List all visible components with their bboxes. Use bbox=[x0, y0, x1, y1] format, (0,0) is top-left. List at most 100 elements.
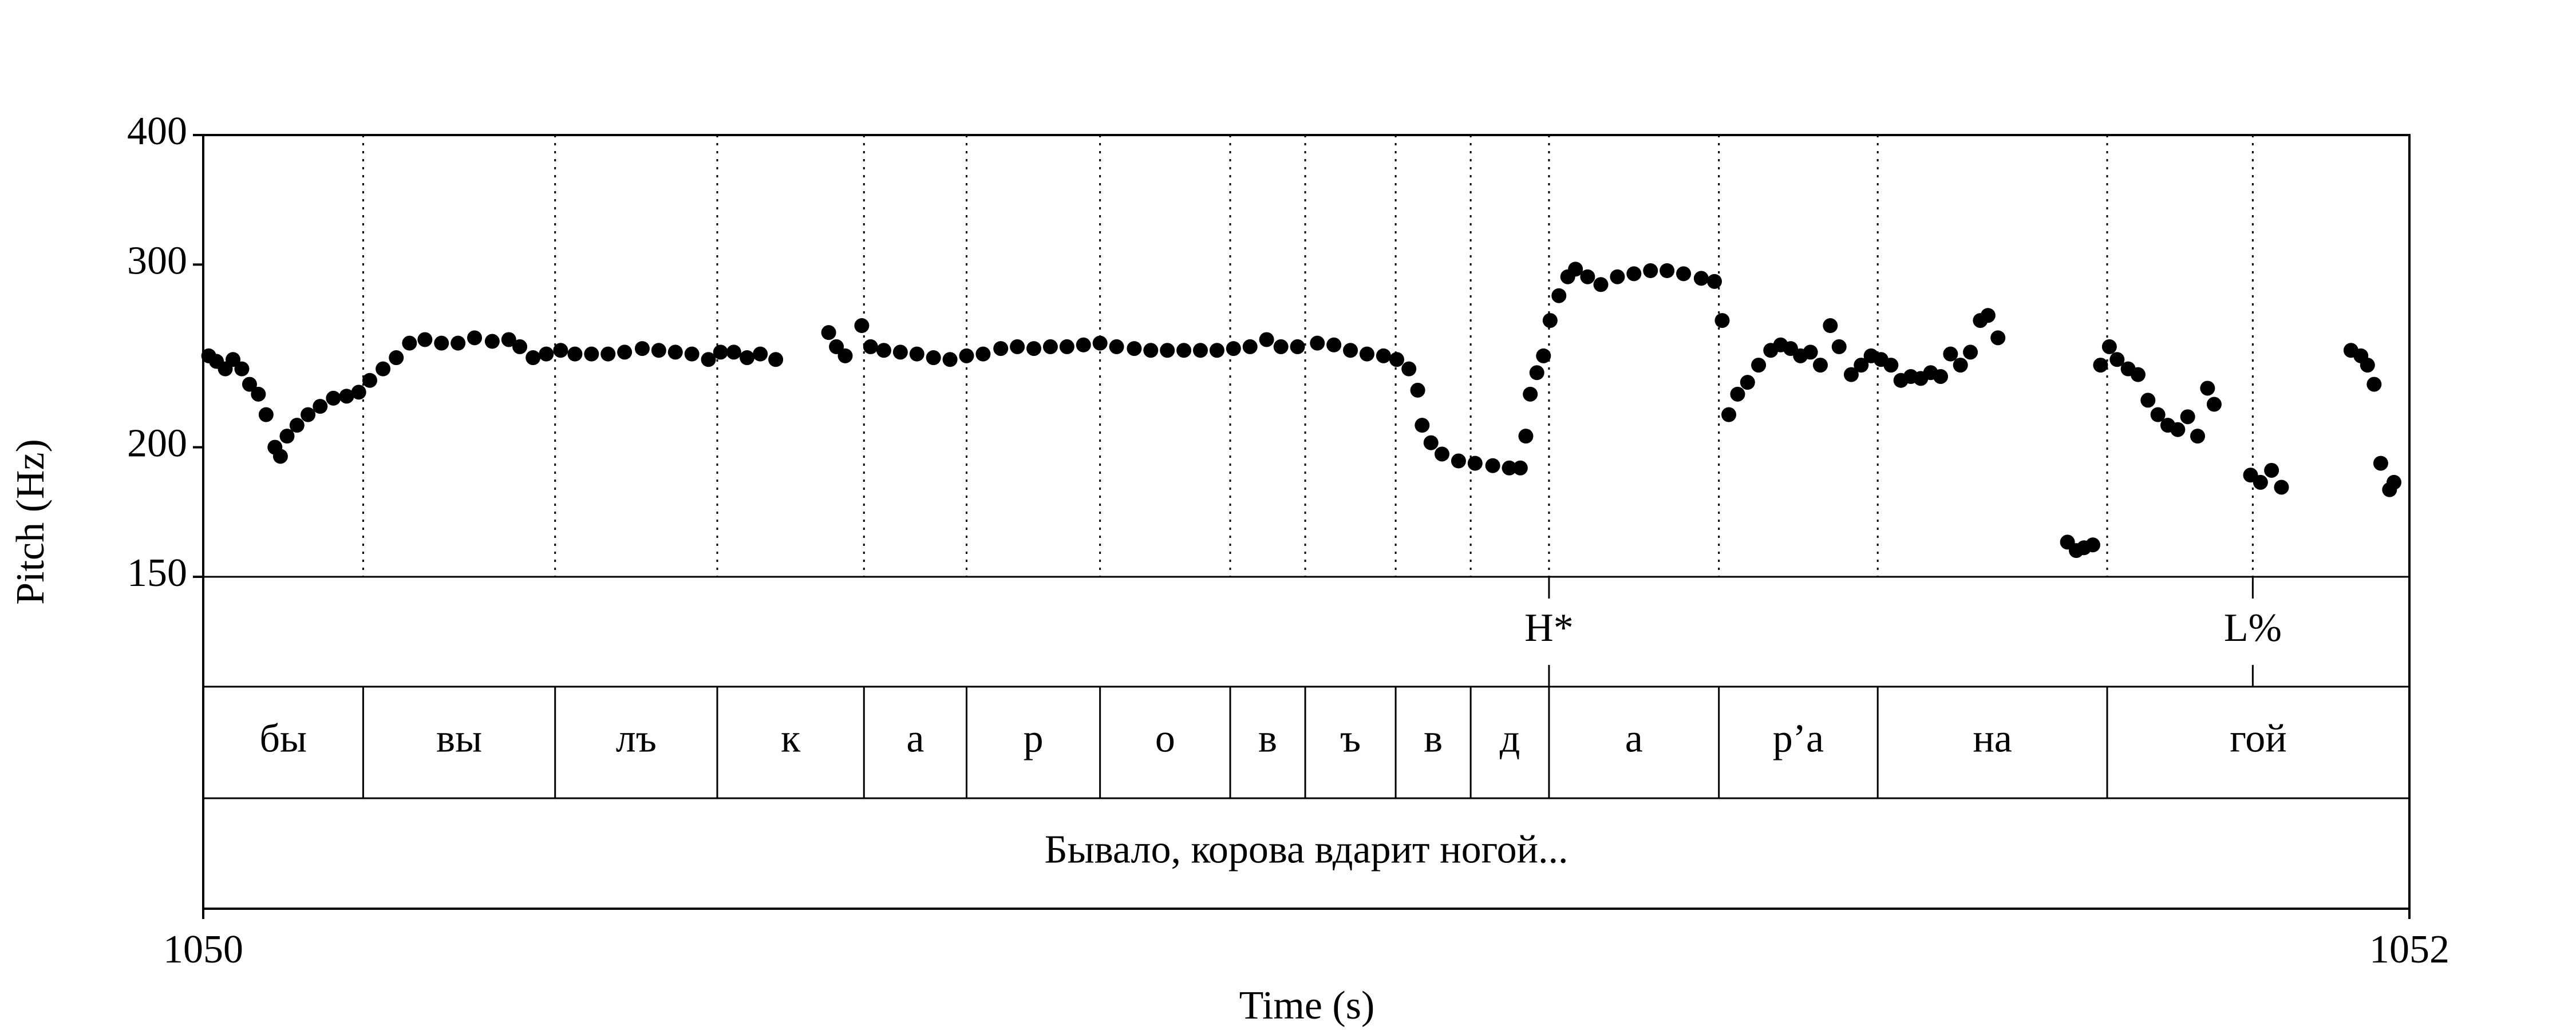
pitch-point bbox=[1529, 365, 1544, 381]
pitch-point bbox=[1518, 429, 1534, 444]
syllable-label: на bbox=[1973, 717, 2012, 761]
pitch-point bbox=[1730, 386, 1745, 402]
pitch-point bbox=[2387, 474, 2402, 490]
syllable-label: вы bbox=[436, 717, 482, 761]
syllable-label: в bbox=[1258, 717, 1277, 761]
y-tick-label: 400 bbox=[127, 109, 187, 153]
pitch-point bbox=[1580, 269, 1595, 284]
pitch-point bbox=[1435, 446, 1450, 462]
pitch-point bbox=[892, 344, 908, 360]
pitch-point bbox=[1326, 337, 1342, 352]
y-tick-label: 150 bbox=[127, 551, 187, 595]
pitch-point bbox=[226, 352, 241, 367]
pitch-point bbox=[1193, 343, 1208, 358]
pitch-point bbox=[326, 390, 341, 406]
pitch-point bbox=[484, 334, 500, 349]
pitch-point bbox=[2150, 407, 2166, 422]
pitch-point bbox=[942, 352, 958, 367]
pitch-point bbox=[1803, 344, 1818, 360]
pitch-point bbox=[1610, 269, 1625, 284]
pitch-point bbox=[651, 343, 666, 358]
pitch-point bbox=[351, 385, 366, 400]
pitch-point bbox=[975, 346, 991, 362]
pitch-point bbox=[1943, 346, 1958, 362]
pitch-point bbox=[1410, 382, 1425, 398]
pitch-point bbox=[1502, 460, 1517, 476]
pitch-point bbox=[1676, 266, 1692, 282]
pitch-point bbox=[959, 348, 974, 363]
syllable-label: а bbox=[906, 717, 924, 761]
pitch-point bbox=[2093, 358, 2108, 373]
pitch-point bbox=[234, 361, 250, 377]
pitch-point bbox=[251, 386, 266, 402]
pitch-point bbox=[1963, 344, 1978, 360]
pitch-point bbox=[376, 361, 391, 377]
pitch-point bbox=[1042, 339, 1058, 354]
pitch-point bbox=[1485, 458, 1500, 473]
pitch-point bbox=[313, 399, 328, 414]
pitch-point bbox=[389, 350, 404, 366]
frame bbox=[202, 134, 2411, 910]
pitch-point bbox=[753, 346, 768, 362]
syllable-label: лъ bbox=[616, 717, 657, 761]
pitch-point bbox=[1721, 407, 1737, 422]
pitch-point bbox=[876, 343, 891, 358]
syllable-label: в bbox=[1424, 717, 1443, 761]
syllable-label: ъ bbox=[1340, 717, 1361, 761]
pitch-point bbox=[451, 335, 466, 351]
pitch-point bbox=[279, 429, 295, 444]
pitch-point bbox=[2206, 397, 2222, 412]
pitch-point bbox=[1259, 332, 1274, 347]
pitch-point bbox=[993, 341, 1009, 356]
pitch-point bbox=[701, 352, 716, 367]
pitch-point bbox=[1854, 358, 1869, 373]
tone-label: L% bbox=[2224, 606, 2282, 650]
pitch-point bbox=[2253, 474, 2268, 490]
pitch-point bbox=[2274, 480, 2289, 495]
pitch-point bbox=[512, 339, 528, 354]
pitch-point bbox=[1980, 308, 1996, 323]
pitch-point bbox=[339, 389, 354, 404]
pitch-point bbox=[567, 346, 583, 362]
pitch-point bbox=[2140, 393, 2156, 408]
pitch-point bbox=[553, 343, 568, 358]
pitch-point bbox=[854, 318, 870, 334]
pitch-point bbox=[1467, 455, 1483, 471]
pitch-point bbox=[1626, 266, 1642, 282]
pitch-point bbox=[2085, 537, 2100, 553]
pitch-point bbox=[1310, 335, 1325, 351]
pitch-point bbox=[272, 449, 288, 464]
pitch-point bbox=[634, 341, 650, 356]
pitch-point bbox=[2373, 455, 2388, 471]
pitch-point bbox=[2170, 422, 2186, 437]
pitch-point bbox=[726, 344, 741, 360]
pitch-point bbox=[1226, 341, 1241, 356]
pitch-point bbox=[1160, 343, 1175, 358]
pitch-point bbox=[1843, 367, 1859, 382]
pitch-point bbox=[1568, 262, 1583, 277]
syllable-label: к bbox=[781, 717, 801, 761]
pitch-point bbox=[1523, 386, 1538, 402]
pitch-point bbox=[600, 346, 616, 362]
pitch-point bbox=[1242, 339, 1258, 354]
pitch-point bbox=[1209, 343, 1224, 358]
pitch-point bbox=[1451, 453, 1466, 469]
pitch-point bbox=[2130, 367, 2146, 382]
pitch-point bbox=[1343, 343, 1358, 358]
pitch-point bbox=[2190, 429, 2206, 444]
y-tick-label: 300 bbox=[127, 239, 187, 283]
pitch-point bbox=[768, 352, 784, 367]
pitch-point bbox=[434, 335, 449, 351]
pitch-point bbox=[1831, 339, 1847, 354]
pitch-point bbox=[242, 377, 257, 392]
syllable-label: а bbox=[1625, 717, 1643, 761]
pitch-point bbox=[1059, 339, 1074, 354]
pitch-point bbox=[1660, 263, 1675, 278]
pitch-point bbox=[926, 350, 941, 366]
pitch-point bbox=[301, 407, 316, 422]
syllable-label: д bbox=[1500, 717, 1520, 761]
pitch-point bbox=[1883, 358, 1899, 373]
pitch-point bbox=[1990, 330, 2006, 346]
pitch-point bbox=[2360, 358, 2375, 373]
syllable-label: р’а bbox=[1773, 717, 1824, 761]
